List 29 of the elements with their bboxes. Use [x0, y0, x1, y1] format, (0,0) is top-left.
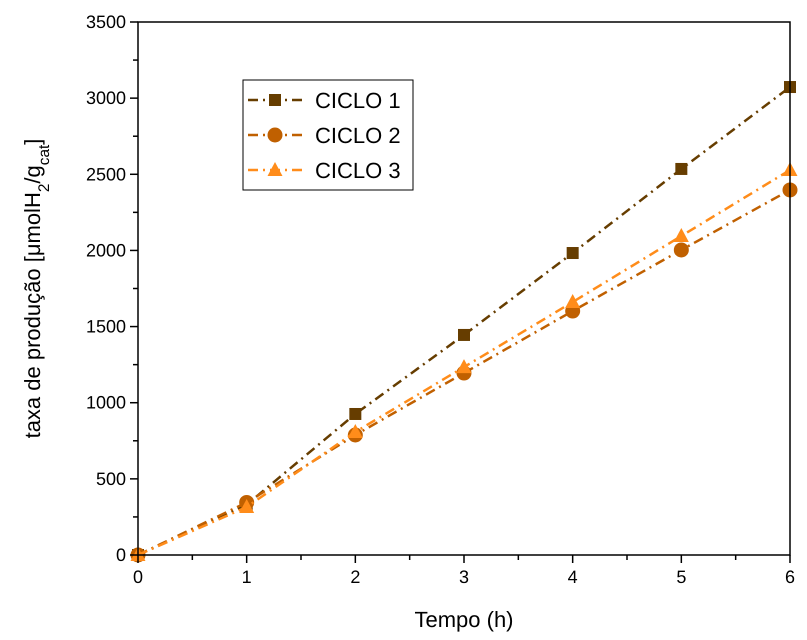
x-tick-label: 5 [676, 567, 686, 587]
x-tick-label: 0 [132, 567, 144, 587]
point [349, 408, 362, 420]
x-tick-label: 1 [242, 567, 252, 587]
point [674, 242, 689, 258]
point [458, 328, 470, 341]
legend-label: CICLO 2 [315, 123, 401, 148]
point [239, 499, 254, 514]
y-tick-label: 2000 [86, 240, 126, 260]
point [674, 228, 689, 242]
y-tick-label: 3000 [86, 88, 126, 108]
x-tick-label: 3 [458, 567, 470, 587]
y-tick-label: 0 [116, 545, 126, 565]
y-tick-label: 1500 [86, 316, 126, 337]
y-tick-label: 500 [96, 468, 126, 489]
point [565, 294, 580, 308]
y-tick-label: 2500 [86, 164, 126, 184]
point [566, 247, 579, 260]
y-tick-label: 1000 [86, 392, 126, 413]
legend-label: CICLO 3 [315, 158, 401, 183]
y-tick-label: 3500 [86, 12, 126, 32]
x-tick-label: 6 [784, 567, 796, 587]
x-tick-label: 2 [350, 567, 360, 587]
point [456, 359, 472, 374]
x-tick-label: 4 [568, 567, 578, 587]
legend-label: CICLO 1 [315, 88, 401, 113]
point [348, 424, 363, 438]
x-axis-title: Tempo (h) [414, 607, 514, 632]
point [675, 162, 688, 175]
